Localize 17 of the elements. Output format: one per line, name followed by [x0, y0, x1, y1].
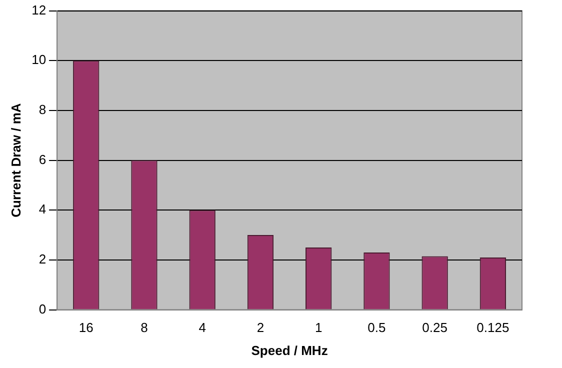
- y-tick-label: 0: [38, 301, 46, 316]
- x-tick-label: 0.125: [476, 320, 510, 336]
- y-tick-label: 2: [38, 252, 46, 267]
- y-tick-label: 8: [38, 102, 46, 118]
- x-tick-label: 16: [78, 320, 94, 336]
- y-tick-label: 4: [38, 202, 46, 217]
- x-tick-label: 4: [198, 320, 206, 336]
- x-tick-label: 0.5: [368, 320, 386, 336]
- y-tick-label: 12: [32, 2, 46, 18]
- y-axis-title: Current Draw / mA: [8, 102, 24, 218]
- x-axis-title: Speed / MHz: [251, 342, 328, 358]
- x-tick-label: 0.25: [422, 320, 448, 336]
- y-tick-label: 10: [32, 52, 46, 68]
- y-tick-label: 6: [38, 152, 46, 167]
- x-tick-label: 8: [140, 320, 148, 336]
- x-tick-label: 2: [256, 320, 264, 336]
- x-tick-label: 1: [314, 320, 322, 336]
